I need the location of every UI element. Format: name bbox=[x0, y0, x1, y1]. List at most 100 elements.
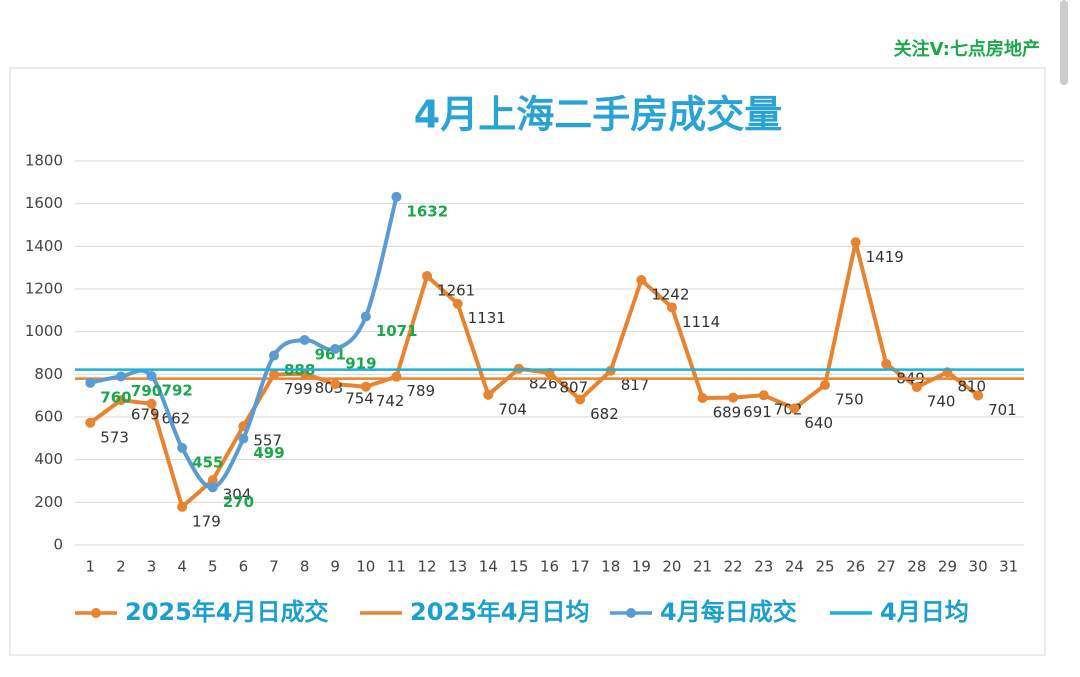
point bbox=[973, 390, 984, 401]
data-label: 792 bbox=[162, 382, 193, 400]
x-tick-label: 26 bbox=[846, 558, 865, 576]
point bbox=[483, 389, 494, 400]
data-label: 750 bbox=[835, 391, 864, 409]
data-label: 919 bbox=[345, 354, 376, 372]
x-tick-label: 23 bbox=[754, 558, 773, 576]
point bbox=[789, 403, 800, 414]
x-tick-label: 11 bbox=[387, 558, 406, 576]
x-tick-label: 30 bbox=[969, 558, 988, 576]
x-tick-label: 28 bbox=[907, 558, 926, 576]
data-label: 701 bbox=[988, 401, 1017, 419]
legend-label: 2025年4月日均 bbox=[410, 598, 590, 626]
x-tick-label: 4 bbox=[177, 558, 187, 576]
point bbox=[391, 371, 402, 382]
header: 关注V:七点房地产 bbox=[894, 38, 1040, 60]
point bbox=[850, 237, 861, 248]
x-tick-label: 1 bbox=[86, 558, 96, 576]
x-tick-label: 12 bbox=[418, 558, 437, 576]
x-tick-label: 22 bbox=[724, 558, 743, 576]
data-label: 179 bbox=[192, 512, 221, 530]
point bbox=[238, 433, 249, 444]
point bbox=[85, 417, 96, 428]
point bbox=[758, 390, 769, 401]
legend-marker bbox=[626, 608, 636, 618]
point bbox=[207, 482, 218, 493]
chart-title: 4月上海二手房成交量 bbox=[414, 93, 782, 137]
point bbox=[146, 398, 157, 409]
chart-frame bbox=[9, 67, 1046, 656]
point bbox=[330, 379, 341, 390]
data-label: 1261 bbox=[437, 281, 475, 299]
point bbox=[728, 392, 739, 403]
point bbox=[115, 371, 126, 382]
point bbox=[422, 270, 433, 281]
data-label: 817 bbox=[621, 376, 650, 394]
x-tick-label: 25 bbox=[815, 558, 834, 576]
data-label: 640 bbox=[804, 414, 833, 432]
y-tick-label: 200 bbox=[34, 493, 63, 511]
point bbox=[911, 382, 922, 393]
x-tick-label: 24 bbox=[785, 558, 804, 576]
point bbox=[299, 334, 310, 345]
x-tick-label: 6 bbox=[239, 558, 249, 576]
data-label: 742 bbox=[376, 392, 405, 410]
data-label: 270 bbox=[223, 493, 254, 511]
data-label: 679 bbox=[131, 406, 160, 424]
data-label: 740 bbox=[927, 393, 956, 411]
point bbox=[360, 311, 371, 322]
data-label: 826 bbox=[529, 374, 558, 392]
data-label: 1131 bbox=[468, 309, 506, 327]
data-label: 691 bbox=[743, 403, 772, 421]
data-label: 789 bbox=[406, 382, 435, 400]
y-tick-label: 1400 bbox=[25, 237, 63, 255]
x-tick-label: 18 bbox=[601, 558, 620, 576]
data-label: 1632 bbox=[406, 202, 448, 220]
x-tick-label: 2 bbox=[116, 558, 126, 576]
y-tick-label: 0 bbox=[53, 536, 63, 554]
point bbox=[636, 275, 647, 286]
y-tick-label: 1800 bbox=[25, 152, 63, 170]
legend-label: 4月日均 bbox=[880, 598, 969, 626]
data-label: 573 bbox=[100, 428, 129, 446]
point bbox=[391, 191, 402, 202]
data-label: 961 bbox=[315, 345, 346, 363]
point bbox=[146, 371, 157, 382]
point bbox=[299, 368, 310, 379]
x-tick-label: 20 bbox=[662, 558, 681, 576]
point bbox=[268, 369, 279, 380]
series-line bbox=[89, 196, 399, 490]
point bbox=[330, 343, 341, 354]
data-label: 682 bbox=[590, 405, 619, 423]
data-label: 760 bbox=[100, 388, 131, 406]
data-label: 557 bbox=[253, 432, 282, 450]
data-label: 689 bbox=[713, 404, 742, 422]
x-tick-label: 7 bbox=[269, 558, 279, 576]
data-label: 1242 bbox=[651, 286, 689, 304]
point bbox=[85, 377, 96, 388]
x-tick-label: 13 bbox=[448, 558, 467, 576]
data-label: 807 bbox=[560, 378, 589, 396]
legend-marker bbox=[91, 608, 101, 618]
data-label: 304 bbox=[223, 486, 252, 504]
scrollbar bbox=[1060, 0, 1068, 85]
point bbox=[575, 394, 586, 405]
data-label: 799 bbox=[284, 380, 313, 398]
x-tick-label: 9 bbox=[330, 558, 340, 576]
x-tick-label: 29 bbox=[938, 558, 957, 576]
y-tick-label: 1600 bbox=[25, 194, 63, 212]
point bbox=[452, 298, 463, 309]
data-label: 754 bbox=[345, 390, 374, 408]
y-tick-label: 1000 bbox=[25, 322, 63, 340]
x-tick-label: 14 bbox=[479, 558, 498, 576]
x-tick-label: 16 bbox=[540, 558, 559, 576]
x-tick-label: 5 bbox=[208, 558, 218, 576]
x-tick-label: 27 bbox=[877, 558, 896, 576]
x-tick-label: 3 bbox=[147, 558, 157, 576]
y-tick-label: 400 bbox=[34, 450, 63, 468]
x-tick-label: 19 bbox=[632, 558, 651, 576]
x-tick-label: 15 bbox=[509, 558, 528, 576]
point bbox=[360, 381, 371, 392]
data-label: 1419 bbox=[866, 248, 904, 266]
x-tick-label: 10 bbox=[356, 558, 375, 576]
